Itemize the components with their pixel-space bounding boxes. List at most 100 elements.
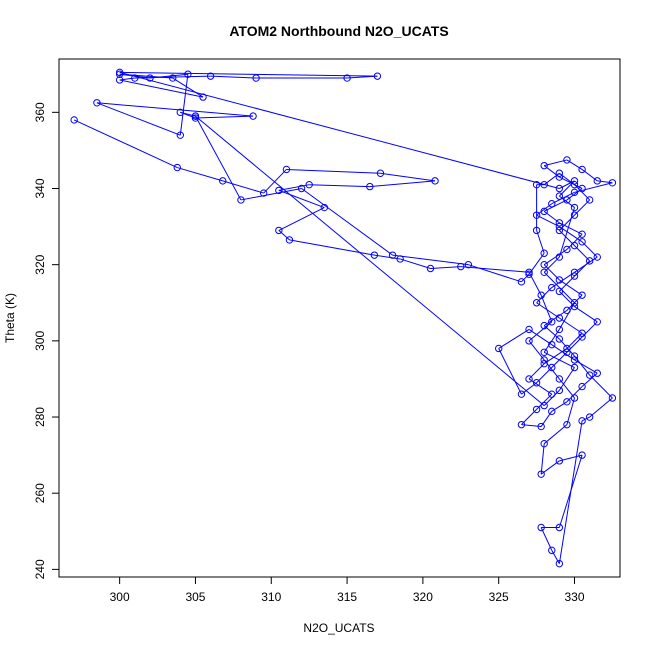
data-point (555, 457, 564, 465)
series-line-segment (240, 188, 302, 201)
series-line-segment (96, 102, 254, 117)
data-point (578, 230, 586, 238)
data-point (578, 165, 586, 174)
data-point (540, 161, 548, 170)
data-point (206, 72, 215, 80)
series-line-segment (119, 71, 378, 77)
data-point (555, 184, 564, 193)
series-line-segment (301, 188, 393, 256)
data-point (593, 177, 601, 185)
data-point (570, 177, 579, 185)
series-line-segment (528, 329, 553, 346)
series-line-segment (498, 329, 530, 349)
series-line-segment (543, 271, 575, 304)
series-line-segment (528, 378, 553, 395)
y-tick-label: 280 (33, 407, 47, 427)
data-point (532, 211, 541, 219)
series-line-segment (543, 359, 560, 380)
series-line-segment (309, 184, 370, 188)
series-line-segment (540, 527, 553, 551)
data-point (305, 180, 313, 189)
y-axis: 240 260 280 300 320 340 360 (33, 102, 60, 579)
data-point (570, 188, 579, 197)
data-point (570, 356, 579, 364)
data-point (555, 173, 564, 181)
data-point (184, 70, 192, 78)
series-line-segment (263, 169, 287, 194)
series-line-segment (210, 75, 257, 79)
series-line-segment (536, 214, 560, 228)
series-line-segment (119, 77, 135, 81)
data-point (525, 337, 533, 345)
data-point (532, 405, 541, 414)
data-point (70, 116, 78, 124)
y-axis-label: Theta (K) (3, 293, 17, 343)
data-point (115, 76, 124, 84)
x-tick-label: 330 (564, 590, 584, 604)
data-point (532, 379, 541, 387)
data-point (578, 238, 586, 246)
series-line-segment (498, 348, 522, 395)
series-line-segment (286, 168, 381, 174)
data-point (115, 70, 124, 78)
data-point (555, 219, 564, 227)
series-line-segment (536, 302, 560, 319)
data-point (237, 196, 245, 204)
data-point (525, 325, 533, 334)
y-tick-label: 240 (33, 559, 47, 579)
series-line-segment (551, 550, 560, 564)
data-point (593, 318, 601, 326)
data-point (563, 398, 571, 406)
series-line-segment (195, 115, 254, 119)
data-point (563, 348, 571, 356)
series-line-segment (543, 249, 568, 266)
series-line-segment (558, 378, 575, 399)
data-point (570, 180, 579, 189)
data-point (555, 222, 564, 231)
data-point (555, 375, 564, 383)
series-line-segment (558, 367, 575, 391)
data-point (373, 72, 382, 80)
data-point (525, 270, 533, 278)
data-point (370, 251, 379, 259)
x-axis: 300 305 310 315 320 325 330 (110, 576, 585, 604)
series-line-segment (468, 264, 522, 283)
x-tick-label: 300 (110, 590, 130, 604)
series-line-segment (558, 338, 575, 357)
series-line-segment (566, 397, 575, 425)
data-point (540, 401, 548, 410)
series-line-segment (278, 207, 325, 231)
series-line-segment (172, 77, 204, 98)
data-point (548, 283, 556, 292)
data-point (525, 268, 533, 276)
data-point (532, 299, 541, 307)
data-point (585, 196, 594, 204)
data-point (578, 329, 586, 337)
data-point (548, 407, 556, 416)
data-point (366, 182, 374, 191)
data-point (578, 451, 586, 459)
y-tick-label: 360 (33, 102, 47, 122)
series-line-segment (195, 115, 545, 406)
series-line-segment (380, 172, 436, 182)
y-tick-label: 340 (33, 178, 47, 198)
series-line-segment (540, 460, 560, 475)
data-point (570, 363, 579, 372)
data-point (563, 306, 571, 315)
chart-title: ATOM2 Northbound N2O_UCATS (229, 23, 448, 39)
series-line-segment (559, 226, 583, 243)
data-point (578, 333, 586, 341)
series-line-segment (392, 254, 469, 266)
data-point (585, 371, 594, 379)
data-point (495, 344, 503, 353)
series-line-segment (558, 207, 575, 258)
data-point (388, 251, 397, 259)
data-point (555, 276, 564, 284)
data-point (563, 420, 571, 429)
data-point (548, 340, 556, 349)
series-line-segment (195, 115, 242, 201)
series-line-segment (581, 416, 590, 422)
series-line-segment (559, 222, 583, 235)
data-point (548, 318, 556, 326)
